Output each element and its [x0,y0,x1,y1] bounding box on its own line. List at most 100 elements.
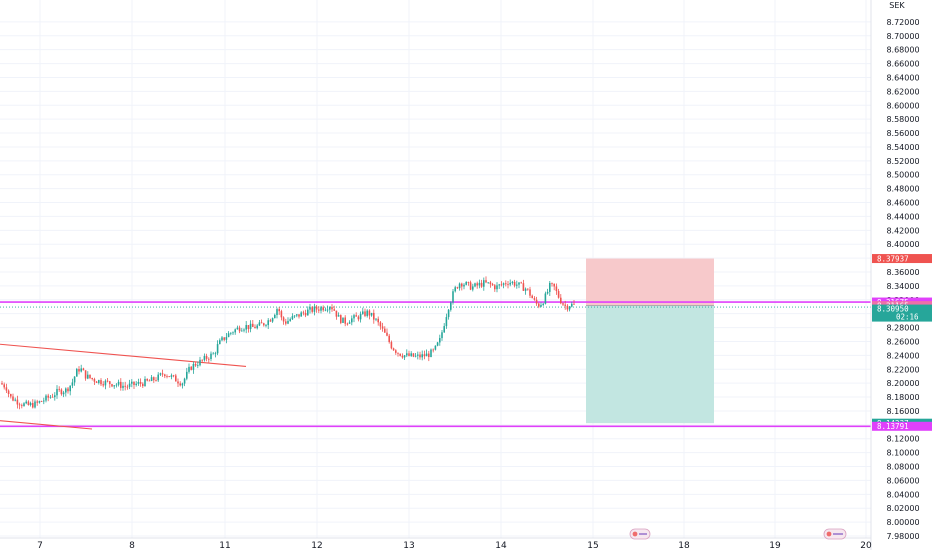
price-tick-label: 8.44000 [886,212,919,221]
current-price-text: 8.30950 [877,305,909,314]
candle-body [54,395,56,398]
candle-body [491,284,494,286]
candle-body [111,384,113,387]
candle-body [322,307,324,311]
candle-body [181,383,184,386]
candle-body [45,395,47,401]
calendar-event-icon-1[interactable] [629,528,651,540]
candle-body [331,307,333,310]
candle-body [540,304,542,307]
candle-body [355,315,357,317]
candle-body [443,326,445,333]
candle-body [366,310,368,316]
trendlines[interactable] [0,343,247,430]
candle-body [276,309,278,315]
trendline-1[interactable] [0,343,247,368]
candle-body [238,327,241,332]
candle-body [476,283,478,286]
candle-body [157,374,159,381]
candle-body [432,349,434,351]
candle-body [197,365,199,367]
time-tick-label: 14 [495,541,507,550]
take-profit-zone[interactable] [586,305,714,424]
stop-loss-zone[interactable] [586,258,714,306]
candle-body [538,303,540,307]
candle-body [324,309,327,311]
candle-body [243,329,245,331]
candle-body [43,400,45,402]
candle-body [507,284,509,285]
candle-body [21,405,23,407]
candle-body [500,284,503,286]
candle-body [386,332,388,336]
candle-body [296,314,298,316]
candle-body [269,320,272,322]
horizontal-levels[interactable] [0,301,871,428]
candle-body [342,317,344,323]
candle-body [551,282,553,284]
candle-body [304,313,307,316]
price-tick-label: 8.58000 [886,115,919,124]
candle-body [212,353,214,355]
candle-body [139,382,142,384]
candle-body [412,353,415,357]
time-tick-label: 11 [219,541,230,550]
candle-body [221,337,223,341]
price-tick-label: 8.54000 [886,143,919,152]
candle-body [502,283,505,285]
candle-body [511,281,514,283]
candle-body [291,316,294,320]
candle-body [351,318,353,323]
price-tick-label: 8.16000 [886,407,919,416]
grid-lines [0,0,871,538]
price-tick-label: 8.62000 [886,87,919,96]
trendline-2[interactable] [0,420,93,430]
candle-body [560,297,562,304]
candle-body [117,381,120,385]
candle-body [410,353,412,356]
candle-body [302,312,305,314]
candle-body [249,323,252,330]
candle-body [564,304,566,306]
time-tick-label: 12 [311,541,322,550]
candle-body [428,353,430,358]
time-axis[interactable]: 7 8 11 12 13 14 15 18 19 20 [37,541,872,550]
price-tick-label: 8.46000 [886,199,919,208]
candle-body [254,326,256,329]
price-tick-label: 8.48000 [886,185,919,194]
candle-body [124,385,126,387]
position-zones[interactable] [586,258,714,424]
candle-body [201,359,203,361]
candle-body [531,295,533,299]
candle-body [403,355,406,358]
candle-body [150,377,153,382]
candle-body [71,382,74,386]
candle-body [414,355,417,357]
price-tick-label: 8.18000 [886,393,919,402]
candle-body [51,396,54,398]
candle-body [113,385,115,387]
candle-body [309,307,311,310]
candle-body [430,349,432,358]
candle-body [384,328,386,333]
price-tick-label: 8.08000 [886,463,919,472]
candle-body [76,369,78,377]
candle-body [267,320,269,326]
price-tick-label: 8.00000 [886,518,919,527]
candle-body [445,317,448,327]
candle-body [91,377,93,379]
candle-body [505,283,507,285]
candle-body [520,282,522,284]
candle-body [406,353,408,356]
support-price-badge-text: 8.13791 [877,422,909,431]
candle-body [93,378,96,382]
calendar-event-icon-2[interactable] [823,528,847,540]
candle-body [80,368,82,372]
price-tick-label: 8.06000 [886,476,919,485]
countdown-text: 02:16 [896,313,919,322]
price-tick-label: 8.22000 [886,365,919,374]
candle-body [298,314,300,317]
